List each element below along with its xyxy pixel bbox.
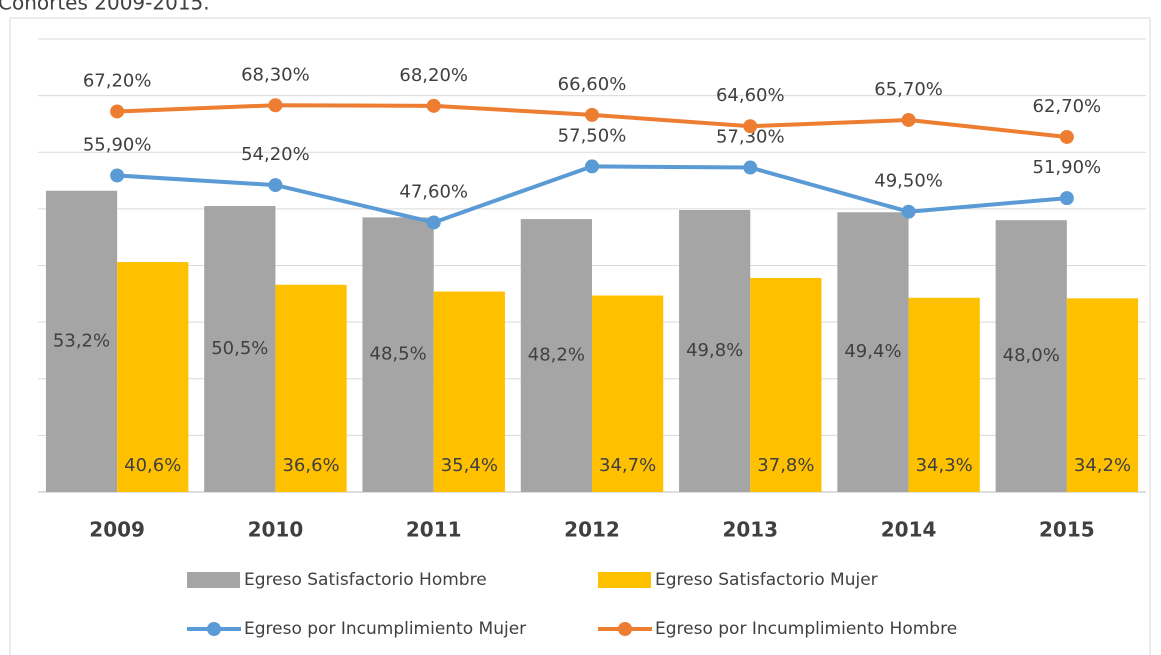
bar (1066, 298, 1139, 492)
legend-swatch (598, 572, 651, 588)
x-tick-label: 2009 (89, 518, 145, 542)
legend-swatch (187, 572, 240, 588)
legend-swatch (207, 622, 221, 636)
bar (275, 284, 347, 492)
data-label: 57,30% (716, 127, 785, 148)
data-label: 34,2% (1074, 455, 1131, 476)
legend-label: Egreso Satisfactorio Hombre (244, 570, 487, 590)
line-marker (110, 104, 125, 119)
bar (204, 206, 276, 492)
data-label: 36,6% (282, 455, 339, 476)
data-label: 57,50% (558, 125, 627, 146)
data-label: 48,0% (1003, 345, 1060, 366)
data-label: 48,5% (370, 344, 427, 365)
line-marker (585, 107, 599, 122)
data-label: 35,4% (441, 455, 498, 476)
bar (837, 212, 909, 492)
data-label: 68,30% (241, 64, 310, 85)
data-label: 34,7% (599, 455, 656, 476)
data-label: 40,6% (124, 455, 181, 476)
bar (520, 219, 592, 492)
data-label: 66,60% (558, 74, 627, 95)
x-tick-label: 2010 (248, 518, 304, 542)
legend-label: Egreso por Incumplimiento Hombre (655, 619, 957, 639)
bar (908, 297, 980, 492)
legend-label: Egreso por Incumplimiento Mujer (244, 619, 526, 639)
line-marker (901, 204, 916, 219)
bar (433, 291, 505, 492)
bar (679, 210, 751, 492)
data-label: 54,20% (241, 144, 310, 165)
data-label: 51,90% (1033, 157, 1102, 178)
chart-frame (9, 17, 1151, 655)
line-marker (743, 160, 758, 175)
x-tick-label: 2014 (881, 518, 937, 542)
bar (750, 277, 822, 492)
line-marker (585, 159, 599, 174)
data-label: 49,4% (844, 341, 901, 362)
legend-label: Egreso Satisfactorio Mujer (655, 570, 878, 590)
data-label: 62,70% (1033, 96, 1102, 117)
data-label: 67,20% (83, 70, 152, 91)
data-label: 68,20% (399, 65, 468, 86)
data-label: 53,2% (53, 330, 110, 351)
x-tick-label: 2012 (564, 518, 620, 542)
data-label: 64,60% (716, 85, 785, 106)
data-label: 49,50% (874, 171, 943, 192)
legend-swatch (618, 622, 632, 636)
line-marker (1059, 129, 1074, 144)
data-label: 55,90% (83, 134, 152, 155)
data-label: 65,70% (874, 79, 943, 100)
data-label: 49,8% (686, 340, 743, 361)
x-tick-label: 2013 (722, 518, 778, 542)
line-marker (901, 112, 916, 127)
line-marker (110, 168, 125, 183)
bar (362, 217, 434, 492)
bar (45, 190, 118, 492)
data-label: 47,60% (399, 181, 468, 202)
chart-title: Cohortes 2009-2015. (0, 0, 210, 15)
bar (995, 220, 1067, 492)
line-marker (268, 98, 283, 113)
data-label: 37,8% (757, 455, 814, 476)
data-label: 48,2% (528, 345, 585, 366)
data-label: 34,3% (916, 455, 973, 476)
bar (117, 262, 189, 492)
line-marker (426, 215, 441, 230)
x-tick-label: 2015 (1039, 518, 1095, 542)
bar (592, 295, 664, 492)
line-marker (1059, 191, 1074, 206)
data-label: 50,5% (211, 338, 268, 359)
line-marker (743, 119, 758, 134)
line-marker (426, 98, 441, 113)
line-marker (268, 178, 283, 193)
x-tick-label: 2011 (406, 518, 462, 542)
